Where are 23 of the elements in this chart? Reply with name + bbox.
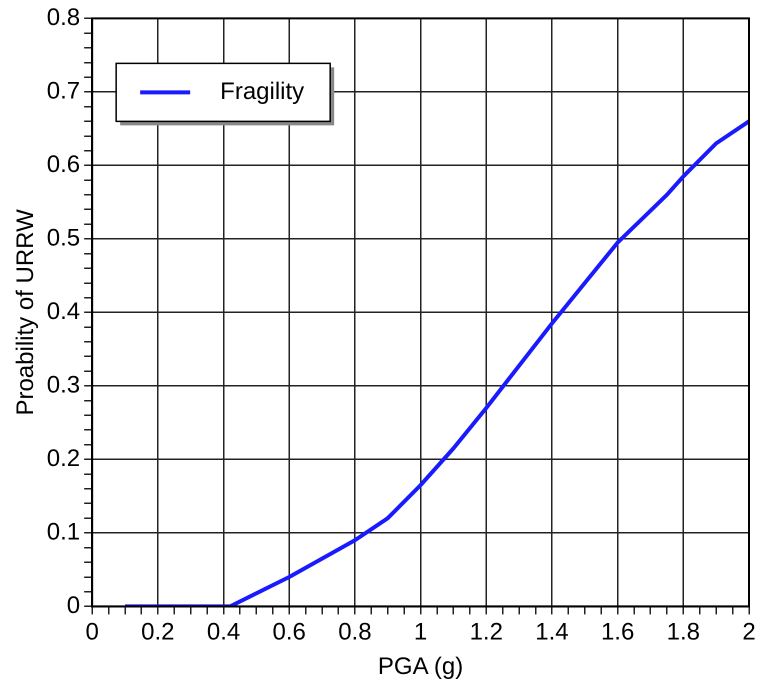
y-tick-label: 0.6 — [46, 151, 80, 178]
y-axis-title: Proability of URRW — [12, 208, 40, 416]
x-tick-label: 1.2 — [470, 618, 503, 646]
y-tick-label: 0.7 — [46, 78, 80, 105]
x-tick-label: 0.8 — [338, 618, 372, 646]
y-tick-label: 0.4 — [46, 298, 80, 326]
x-tick-label: 0.6 — [272, 618, 306, 646]
x-tick-label: 0.2 — [141, 618, 175, 646]
x-tick-label: 2 — [742, 618, 756, 646]
y-tick-label: 0.3 — [46, 372, 80, 399]
y-tick-label: 0.2 — [46, 445, 80, 472]
x-tick-label: 0.4 — [206, 618, 240, 646]
x-tick-label: 1.4 — [535, 618, 569, 646]
y-tick-label: 0.8 — [46, 4, 80, 32]
x-axis-title: PGA (g) — [378, 653, 464, 680]
x-tick-label: 1 — [414, 618, 428, 646]
x-tick-label: 1.8 — [666, 618, 700, 646]
y-tick-label: 0.1 — [46, 518, 80, 546]
x-tick-label: 0 — [85, 618, 99, 646]
legend-label: Fragility — [220, 78, 304, 106]
y-tick-label: 0.5 — [46, 224, 80, 252]
y-tick-label: 0 — [66, 592, 80, 620]
x-tick-label: 1.6 — [600, 618, 634, 646]
